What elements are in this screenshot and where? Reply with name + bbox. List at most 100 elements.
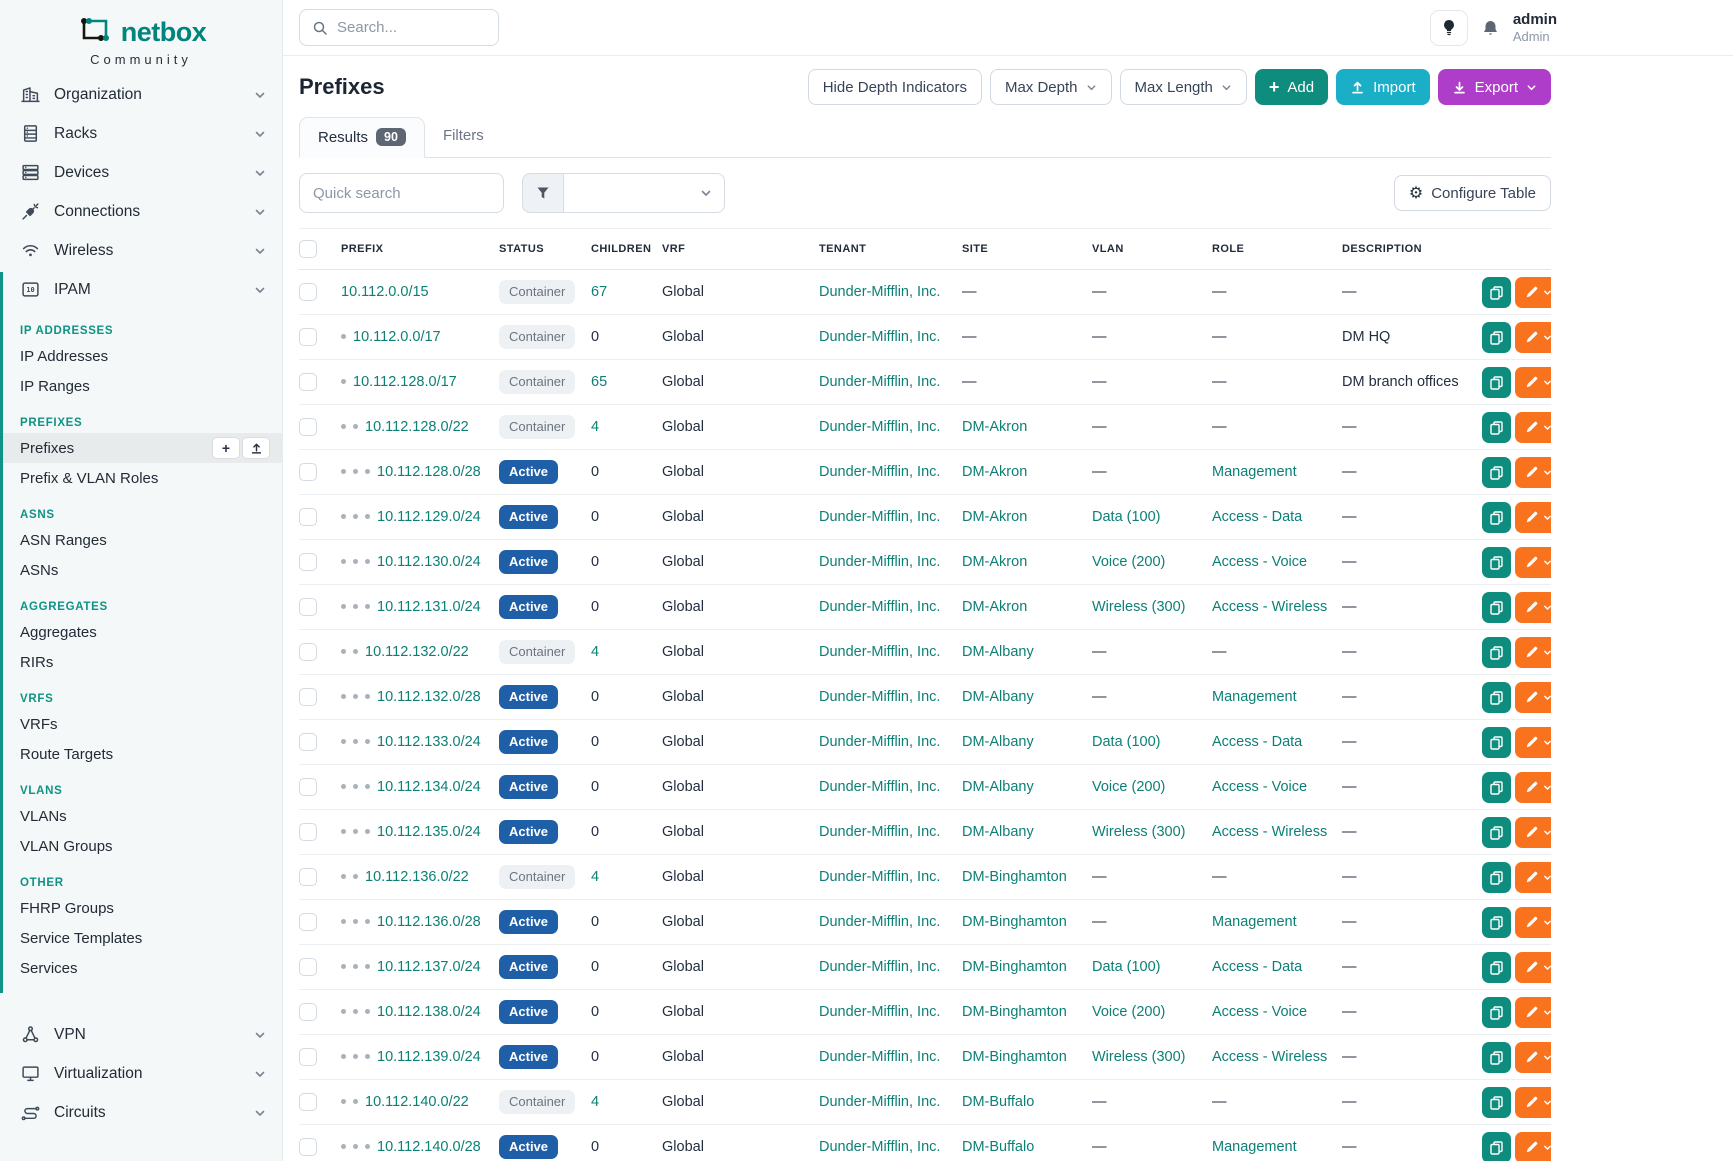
global-search[interactable]	[299, 9, 499, 46]
edit-button[interactable]	[1515, 906, 1551, 938]
role-link[interactable]: Management	[1212, 914, 1297, 930]
edit-button[interactable]	[1515, 276, 1551, 308]
role-link[interactable]: Access - Data	[1212, 734, 1303, 750]
tenant-link[interactable]: Dunder-Mifflin, Inc.	[819, 1139, 941, 1155]
role-link[interactable]: Management	[1212, 1139, 1297, 1155]
role-link[interactable]: Access - Data	[1212, 509, 1303, 525]
children-count[interactable]: 67	[591, 284, 608, 300]
prefix-link[interactable]: 10.112.0.0/17	[353, 329, 441, 345]
sidebar-item-prefixes[interactable]: Prefixes +	[0, 433, 282, 463]
site-link[interactable]: DM-Akron	[962, 599, 1028, 615]
tenant-link[interactable]: Dunder-Mifflin, Inc.	[819, 824, 941, 840]
clone-button[interactable]	[1482, 276, 1511, 308]
prefix-link[interactable]: 10.112.138.0/24	[377, 1004, 481, 1020]
notifications-bell-icon[interactable]	[1482, 19, 1499, 37]
clone-button[interactable]	[1482, 951, 1511, 983]
vlan-link[interactable]: Voice (200)	[1092, 779, 1166, 795]
clone-button[interactable]	[1482, 456, 1511, 488]
search-input[interactable]	[337, 19, 486, 36]
edit-button[interactable]	[1515, 1086, 1551, 1118]
edit-button[interactable]	[1515, 681, 1551, 713]
children-count[interactable]: 65	[591, 374, 608, 390]
column-header-role[interactable]: ROLE	[1212, 228, 1342, 270]
site-link[interactable]: DM-Albany	[962, 779, 1034, 795]
edit-button[interactable]	[1515, 501, 1551, 533]
prefix-link[interactable]: 10.112.133.0/24	[377, 734, 481, 750]
row-checkbox[interactable]	[299, 553, 317, 571]
edit-button[interactable]	[1515, 816, 1551, 848]
prefix-link[interactable]: 10.112.140.0/28	[377, 1139, 481, 1155]
row-checkbox[interactable]	[299, 1093, 317, 1111]
column-header-children[interactable]: CHILDREN	[591, 228, 662, 270]
sidebar-item-services[interactable]: Services	[0, 953, 282, 983]
prefix-link[interactable]: 10.112.137.0/24	[377, 959, 481, 975]
sidebar-item-service-templates[interactable]: Service Templates	[0, 923, 282, 953]
row-checkbox[interactable]	[299, 958, 317, 976]
tenant-link[interactable]: Dunder-Mifflin, Inc.	[819, 599, 941, 615]
row-checkbox[interactable]	[299, 823, 317, 841]
tenant-link[interactable]: Dunder-Mifflin, Inc.	[819, 1049, 941, 1065]
vlan-link[interactable]: Data (100)	[1092, 734, 1161, 750]
prefix-link[interactable]: 10.112.130.0/24	[377, 554, 481, 570]
sidebar-item-vlans[interactable]: VLANs	[0, 801, 282, 831]
row-checkbox[interactable]	[299, 283, 317, 301]
tenant-link[interactable]: Dunder-Mifflin, Inc.	[819, 419, 941, 435]
column-header-vrf[interactable]: VRF	[662, 228, 819, 270]
sidebar-item-connections[interactable]: Connections	[0, 192, 282, 231]
tenant-link[interactable]: Dunder-Mifflin, Inc.	[819, 329, 941, 345]
role-link[interactable]: Access - Wireless	[1212, 824, 1328, 840]
clone-button[interactable]	[1482, 1131, 1511, 1161]
vlan-link[interactable]: Data (100)	[1092, 959, 1161, 975]
saved-filter-select[interactable]	[564, 173, 725, 213]
vlan-link[interactable]: Voice (200)	[1092, 1004, 1166, 1020]
vlan-link[interactable]: Wireless (300)	[1092, 1049, 1186, 1065]
children-count[interactable]: 4	[591, 644, 600, 660]
vlan-link[interactable]: Wireless (300)	[1092, 824, 1186, 840]
edit-button[interactable]	[1515, 1131, 1551, 1161]
column-header-vlan[interactable]: VLAN	[1092, 228, 1212, 270]
children-count[interactable]: 4	[591, 1094, 600, 1110]
clone-button[interactable]	[1482, 996, 1511, 1028]
children-count[interactable]: 4	[591, 419, 600, 435]
role-link[interactable]: Management	[1212, 464, 1297, 480]
row-checkbox[interactable]	[299, 463, 317, 481]
clone-button[interactable]	[1482, 591, 1511, 623]
sidebar-item-racks[interactable]: Racks	[0, 114, 282, 153]
vlan-link[interactable]: Data (100)	[1092, 509, 1161, 525]
prefix-link[interactable]: 10.112.139.0/24	[377, 1049, 481, 1065]
sidebar-item-devices[interactable]: Devices	[0, 153, 282, 192]
sidebar-item-vrfs[interactable]: VRFs	[0, 709, 282, 739]
edit-button[interactable]	[1515, 456, 1551, 488]
tenant-link[interactable]: Dunder-Mifflin, Inc.	[819, 1004, 941, 1020]
clone-button[interactable]	[1482, 771, 1511, 803]
prefix-link[interactable]: 10.112.128.0/17	[353, 374, 457, 390]
site-link[interactable]: DM-Binghamton	[962, 869, 1067, 885]
import-button[interactable]: Import	[1336, 69, 1430, 105]
tenant-link[interactable]: Dunder-Mifflin, Inc.	[819, 734, 941, 750]
row-checkbox[interactable]	[299, 913, 317, 931]
row-checkbox[interactable]	[299, 643, 317, 661]
prefix-link[interactable]: 10.112.140.0/22	[365, 1094, 469, 1110]
row-checkbox[interactable]	[299, 688, 317, 706]
site-link[interactable]: DM-Binghamton	[962, 959, 1067, 975]
row-checkbox[interactable]	[299, 1048, 317, 1066]
edit-button[interactable]	[1515, 321, 1551, 353]
site-link[interactable]: DM-Binghamton	[962, 1004, 1067, 1020]
site-link[interactable]: DM-Binghamton	[962, 914, 1067, 930]
clone-button[interactable]	[1482, 321, 1511, 353]
tab-filters[interactable]: Filters	[442, 127, 484, 144]
clone-button[interactable]	[1482, 861, 1511, 893]
quick-add-button[interactable]: +	[212, 437, 240, 459]
edit-button[interactable]	[1515, 861, 1551, 893]
clone-button[interactable]	[1482, 546, 1511, 578]
edit-button[interactable]	[1515, 771, 1551, 803]
site-link[interactable]: DM-Albany	[962, 689, 1034, 705]
clone-button[interactable]	[1482, 816, 1511, 848]
sidebar-item-ipam[interactable]: 10 IPAM	[0, 270, 282, 309]
clone-button[interactable]	[1482, 411, 1511, 443]
tenant-link[interactable]: Dunder-Mifflin, Inc.	[819, 554, 941, 570]
role-link[interactable]: Access - Wireless	[1212, 599, 1328, 615]
edit-button[interactable]	[1515, 366, 1551, 398]
prefix-link[interactable]: 10.112.128.0/22	[365, 419, 469, 435]
sidebar-item-circuits[interactable]: Circuits	[0, 1093, 282, 1132]
